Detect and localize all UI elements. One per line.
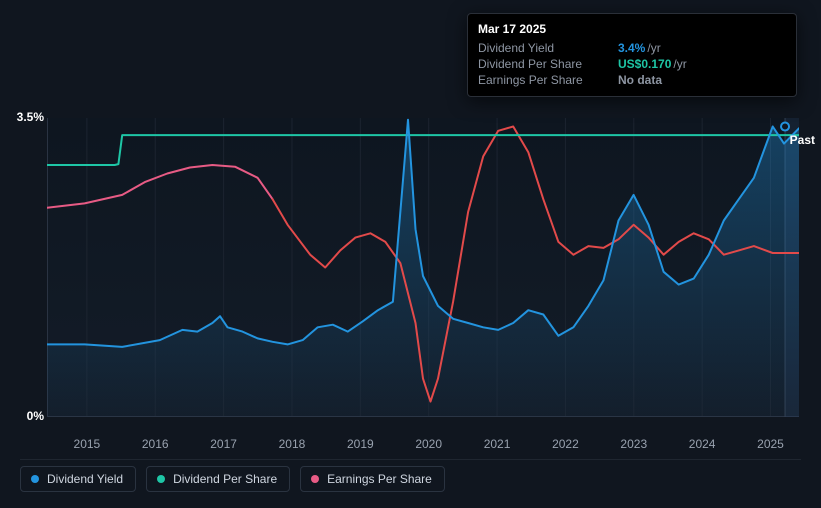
- divider: [20, 459, 801, 460]
- tooltip-value: 3.4%: [618, 40, 645, 56]
- x-tick-label: 2023: [620, 437, 647, 451]
- x-tick-label: 2016: [142, 437, 169, 451]
- legend-label: Earnings Per Share: [327, 472, 432, 486]
- dividend-chart: 0% 3.5% 2015 2016 2017 2018 2019 2020 2021 2022 2…: [0, 0, 821, 508]
- legend-swatch: [31, 475, 39, 483]
- tooltip-row: Earnings Per ShareNo data: [478, 72, 786, 88]
- legend-swatch: [311, 475, 319, 483]
- legend-label: Dividend Yield: [47, 472, 123, 486]
- y-tick-label: 0%: [27, 409, 44, 423]
- x-tick-label: 2019: [347, 437, 374, 451]
- tooltip-row: Dividend Yield3.4% /yr: [478, 40, 786, 56]
- tooltip-unit: /yr: [647, 40, 660, 56]
- x-tick-label: 2020: [415, 437, 442, 451]
- tooltip-date: Mar 17 2025: [478, 22, 786, 36]
- x-tick-label: 2021: [484, 437, 511, 451]
- legend-swatch: [157, 475, 165, 483]
- chart-tooltip: Mar 17 2025 Dividend Yield3.4% /yrDivide…: [467, 13, 797, 97]
- x-tick-label: 2015: [74, 437, 101, 451]
- tooltip-value: US$0.170: [618, 56, 671, 72]
- x-tick-label: 2018: [279, 437, 306, 451]
- legend-label: Dividend Per Share: [173, 472, 277, 486]
- tooltip-label: Earnings Per Share: [478, 72, 618, 88]
- past-label: Past: [790, 133, 815, 147]
- legend: Dividend Yield Dividend Per Share Earnin…: [20, 466, 445, 492]
- plot-area[interactable]: [47, 118, 799, 417]
- tooltip-label: Dividend Per Share: [478, 56, 618, 72]
- x-tick-label: 2022: [552, 437, 579, 451]
- x-tick-label: 2017: [210, 437, 237, 451]
- legend-item-dividend-per-share[interactable]: Dividend Per Share: [146, 466, 290, 492]
- x-tick-label: 2024: [689, 437, 716, 451]
- legend-item-earnings-per-share[interactable]: Earnings Per Share: [300, 466, 445, 492]
- tooltip-label: Dividend Yield: [478, 40, 618, 56]
- y-tick-label: 3.5%: [17, 110, 44, 124]
- x-tick-label: 2025: [757, 437, 784, 451]
- tooltip-value: No data: [618, 72, 662, 88]
- legend-item-dividend-yield[interactable]: Dividend Yield: [20, 466, 136, 492]
- tooltip-row: Dividend Per ShareUS$0.170 /yr: [478, 56, 786, 72]
- tooltip-unit: /yr: [673, 56, 686, 72]
